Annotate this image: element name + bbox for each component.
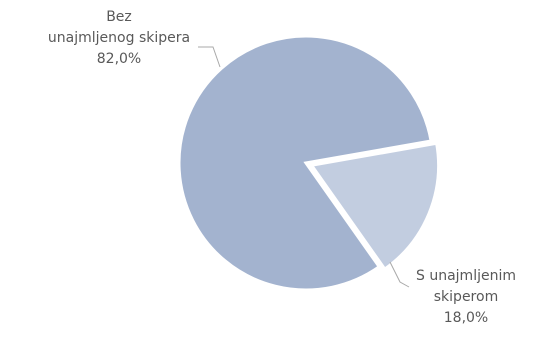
label-s-skiperom: S unajmljenim skiperom 18,0% xyxy=(416,268,516,326)
slice-labels: Bez unajmljenog skipera 82,0% S unajmljenim… xyxy=(48,9,516,326)
label-bez-skipera: Bez unajmljenog skipera 82,0% xyxy=(48,9,190,67)
slice-category-label: skiperom xyxy=(434,289,498,305)
leader-line xyxy=(389,261,410,288)
slice-category-label: Bez xyxy=(106,9,132,25)
leader-lines xyxy=(198,46,410,288)
slice-value-label: 82,0% xyxy=(97,51,141,67)
slice-bez-skipera xyxy=(177,34,433,292)
slice-category-label: S unajmljenim xyxy=(416,268,516,284)
pie-slices xyxy=(177,34,440,292)
leader-line xyxy=(198,46,221,68)
slice-value-label: 18,0% xyxy=(444,310,488,326)
slice-s-skiperom xyxy=(308,141,440,272)
slice-category-label: unajmljenog skipera xyxy=(48,30,190,46)
